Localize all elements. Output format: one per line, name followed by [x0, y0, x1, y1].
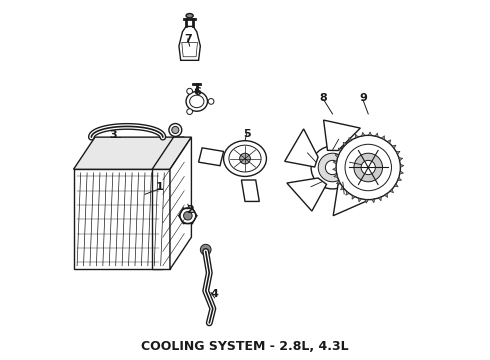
Text: 8: 8 — [319, 93, 327, 103]
Text: 6: 6 — [193, 87, 201, 98]
Polygon shape — [333, 161, 337, 164]
Circle shape — [336, 135, 400, 200]
Polygon shape — [337, 181, 341, 184]
Circle shape — [169, 123, 182, 136]
Circle shape — [180, 208, 196, 224]
Text: 4: 4 — [211, 289, 219, 299]
Polygon shape — [394, 184, 398, 187]
Polygon shape — [152, 137, 192, 169]
Text: 5: 5 — [243, 129, 250, 139]
Polygon shape — [387, 140, 391, 144]
Polygon shape — [341, 186, 344, 190]
Circle shape — [184, 211, 192, 220]
Circle shape — [208, 99, 214, 104]
Polygon shape — [368, 132, 371, 135]
Polygon shape — [333, 179, 368, 216]
Circle shape — [200, 244, 211, 255]
Polygon shape — [349, 138, 352, 141]
Polygon shape — [390, 189, 393, 193]
Polygon shape — [362, 132, 365, 136]
Polygon shape — [198, 148, 223, 166]
Polygon shape — [397, 177, 402, 181]
Polygon shape — [179, 26, 200, 60]
Polygon shape — [381, 136, 385, 140]
Polygon shape — [384, 194, 388, 197]
Polygon shape — [365, 199, 368, 203]
Text: 1: 1 — [155, 182, 163, 192]
Ellipse shape — [223, 141, 267, 176]
Text: 2: 2 — [186, 205, 194, 215]
Ellipse shape — [186, 91, 207, 111]
Polygon shape — [355, 134, 358, 138]
Circle shape — [240, 153, 250, 164]
Polygon shape — [323, 120, 360, 150]
Ellipse shape — [186, 14, 193, 18]
Polygon shape — [375, 133, 378, 137]
Polygon shape — [343, 142, 347, 146]
Polygon shape — [400, 171, 404, 174]
Circle shape — [187, 88, 193, 94]
Circle shape — [172, 126, 179, 134]
Polygon shape — [285, 129, 318, 167]
Polygon shape — [371, 199, 375, 203]
Polygon shape — [396, 151, 400, 154]
Polygon shape — [287, 178, 326, 211]
Text: 7: 7 — [184, 34, 192, 44]
Polygon shape — [242, 180, 259, 202]
Polygon shape — [338, 148, 342, 152]
Polygon shape — [74, 169, 163, 269]
Polygon shape — [400, 164, 404, 167]
Polygon shape — [74, 137, 184, 169]
Circle shape — [361, 160, 375, 175]
Polygon shape — [347, 144, 379, 182]
Polygon shape — [335, 154, 339, 158]
Text: 9: 9 — [359, 93, 367, 103]
Text: COOLING SYSTEM - 2.8L, 4.3L: COOLING SYSTEM - 2.8L, 4.3L — [141, 339, 349, 352]
Polygon shape — [333, 167, 336, 171]
Polygon shape — [392, 145, 396, 149]
Polygon shape — [152, 169, 170, 269]
Polygon shape — [358, 198, 362, 202]
Circle shape — [187, 109, 193, 114]
Polygon shape — [346, 192, 349, 195]
Polygon shape — [399, 158, 403, 161]
Circle shape — [325, 160, 340, 175]
Polygon shape — [352, 195, 355, 199]
Text: 3: 3 — [109, 130, 117, 140]
Polygon shape — [163, 137, 184, 269]
Polygon shape — [378, 197, 381, 201]
Circle shape — [354, 153, 383, 182]
Polygon shape — [170, 137, 192, 269]
Polygon shape — [334, 174, 338, 177]
Circle shape — [318, 153, 347, 182]
Circle shape — [311, 146, 354, 189]
